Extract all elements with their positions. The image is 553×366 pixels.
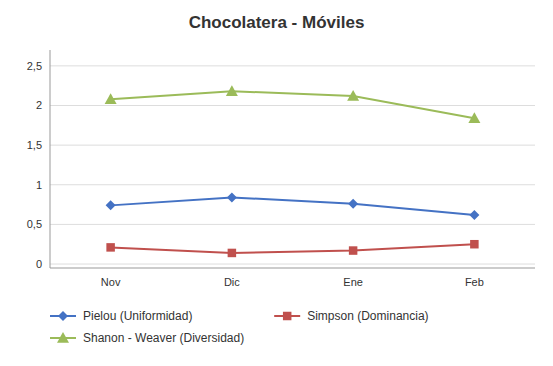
x-tick-label: Dic bbox=[224, 276, 240, 288]
point-marker bbox=[227, 192, 237, 202]
point-marker bbox=[106, 243, 115, 252]
grid-line bbox=[50, 264, 535, 265]
y-tick-label: 0 bbox=[36, 258, 42, 270]
legend-marker bbox=[57, 332, 69, 343]
chart-svg: Chocolatera - Móviles 0 0,5 1 1,5 2 2,5 Nov Dic E… bbox=[0, 0, 553, 366]
series-line bbox=[111, 197, 475, 214]
grid-line bbox=[50, 184, 535, 185]
series-line bbox=[111, 91, 475, 118]
legend-item: Pielou (Uniformidad) bbox=[50, 309, 192, 323]
legend-label: Pielou (Uniformidad) bbox=[83, 309, 192, 323]
plot-data bbox=[105, 85, 481, 257]
page: {"chart_data": {"type": "line", "title":… bbox=[0, 0, 553, 366]
legend-item: Simpson (Dominancia) bbox=[274, 309, 428, 323]
grid-line bbox=[50, 224, 535, 225]
y-tick-label: 1 bbox=[36, 179, 42, 191]
chart-container: Chocolatera - Móviles 0 0,5 1 1,5 2 2,5 Nov Dic E… bbox=[0, 0, 553, 366]
x-tick-label: Feb bbox=[465, 276, 484, 288]
series bbox=[105, 85, 481, 123]
y-axis: 0 0,5 1 1,5 2 2,5 bbox=[27, 50, 535, 270]
y-axis-line bbox=[50, 50, 51, 268]
series-line bbox=[111, 244, 475, 253]
y-tick-label: 1,5 bbox=[27, 139, 42, 151]
chart-title: Chocolatera - Móviles bbox=[189, 13, 365, 32]
point-marker bbox=[106, 200, 116, 210]
series bbox=[106, 240, 478, 257]
x-axis: Nov Dic Ene Feb bbox=[101, 276, 484, 288]
grid-line bbox=[50, 145, 535, 146]
grid-line bbox=[50, 65, 535, 66]
point-marker bbox=[468, 112, 480, 123]
point-marker bbox=[347, 90, 359, 101]
legend-item: Shanon - Weaver (Diversidad) bbox=[50, 331, 244, 345]
y-tick-label: 2 bbox=[36, 99, 42, 111]
point-marker bbox=[349, 246, 358, 255]
legend-marker bbox=[58, 311, 68, 321]
legend-marker bbox=[283, 312, 292, 321]
series bbox=[106, 192, 480, 219]
y-tick-label: 0,5 bbox=[27, 218, 42, 230]
x-tick-label: Ene bbox=[343, 276, 363, 288]
x-tick-label: Nov bbox=[101, 276, 121, 288]
legend: Pielou (Uniformidad) Simpson (Dominancia)… bbox=[50, 309, 429, 345]
x-axis-line bbox=[50, 268, 535, 269]
legend-label: Simpson (Dominancia) bbox=[307, 309, 428, 323]
point-marker bbox=[469, 210, 479, 220]
point-marker bbox=[105, 93, 117, 104]
point-marker bbox=[348, 199, 358, 209]
point-marker bbox=[226, 85, 238, 96]
point-marker bbox=[228, 249, 237, 257]
y-tick-label: 2,5 bbox=[27, 60, 42, 72]
grid-line bbox=[50, 105, 535, 106]
legend-label: Shanon - Weaver (Diversidad) bbox=[83, 331, 244, 345]
point-marker bbox=[470, 240, 479, 249]
